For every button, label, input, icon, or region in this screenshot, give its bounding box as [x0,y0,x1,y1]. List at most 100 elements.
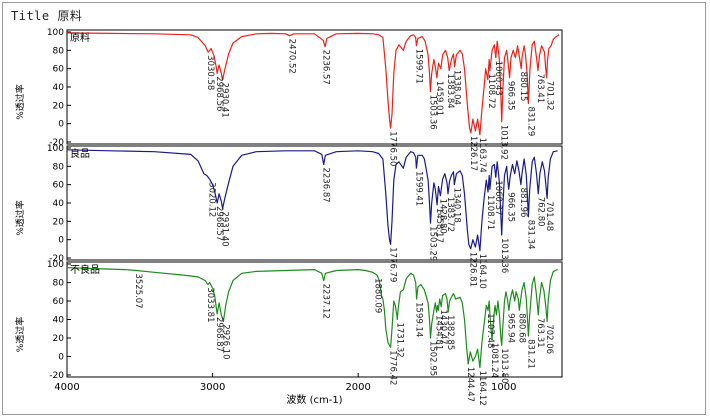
x-tick-label: 4000 [54,382,79,393]
series-layer [66,32,560,369]
y-tick-label: 80 [53,162,65,172]
spectrum-line-3 [66,267,558,369]
y-tick-label: 20 [53,101,65,111]
peak-label: 1081.24 [489,343,499,378]
y-tick-label: 0 [58,236,64,246]
y-tick-label: 80 [53,46,65,56]
peak-label: 763.31 [535,318,545,348]
peak-label: 2236.87 [321,168,331,203]
peak-label: 831.34 [525,220,535,250]
y-tick-label: 100 [47,28,64,38]
peak-label: 2968.87 [214,317,224,352]
peak-label: 1108.72 [486,74,496,109]
y-tick-label: -20 [49,138,64,148]
peak-label: 1226.17 [468,136,478,171]
peak-label: 1013.92 [499,125,509,160]
peak-label: 1776.50 [388,131,398,166]
peak-label: 701.32 [544,81,554,111]
y-tick-label: 40 [53,199,65,209]
peak-label: 966.35 [506,81,516,111]
peak-label: 1428.80 [437,199,447,234]
peak-label: 1107.48 [485,313,495,348]
series-name: 良品 [70,147,90,160]
y-tick-label: 0 [58,120,64,130]
peak-label: 831.21 [525,339,535,369]
peak-label: 3033.81 [205,287,215,322]
peak-label: 3020.12 [207,182,217,217]
series-name: 不良品 [70,263,100,276]
peak-label: 1502.95 [428,341,438,376]
peak-label: 763.41 [535,74,545,104]
peak-label: 966.35 [506,192,516,222]
x-tick-label: 2000 [345,382,370,393]
peak-label: 1503.36 [427,95,437,130]
peak-label: 1382.85 [445,315,455,350]
peak-label: 1731.32 [394,323,404,358]
peak-label: 1458.17 [434,208,444,243]
peak-label: 1244.47 [465,367,475,402]
y-tick-label: -20 [49,371,64,381]
peak-label: 1226.81 [468,252,478,287]
peak-label: 2236.57 [321,50,331,85]
peak-label: 880.68 [516,313,526,343]
series-name: 原料 [70,31,90,44]
y-tick-label: 100 [47,260,64,270]
axes-layer: -20 0 20 40 60 80 100 %透过率 -20 0 20 40 60 80 100 %透过率 -2… [14,28,563,406]
peak-label: 1776.42 [388,350,398,385]
spectrum-line-2 [66,149,558,252]
peak-label: 1108.71 [485,195,495,230]
y-tick-label: 80 [53,279,65,289]
x-tick-label: 3000 [200,382,225,393]
peak-label: 2968.57 [214,206,224,241]
peak-label: 1164.10 [477,254,487,289]
peak-label: 1338.04 [452,70,462,105]
peak-label: 2237.12 [321,284,331,319]
peak-label: 762.80 [535,197,545,227]
peak-label: 1599.41 [413,171,423,206]
peak-label: 881.96 [518,188,528,218]
y-tick-label: 60 [53,297,65,307]
peak-label: 1164.12 [477,371,487,406]
peak-label: 1599.14 [414,302,424,337]
y-axis-label: %透过率 [14,200,26,236]
peak-label: 880.15 [518,72,528,102]
y-tick-label: 0 [58,353,64,363]
peak-label: 1776.79 [388,247,398,282]
y-tick-label: 40 [53,316,65,326]
y-axis-label: %透过率 [14,317,26,353]
y-tick-label: 60 [53,65,65,75]
peak-label: 2930.41 [220,83,230,118]
peak-label: 2926.10 [220,324,230,359]
y-axis-label: %透过率 [14,84,26,120]
peak-label: 1454.81 [434,315,444,350]
y-tick-label: 20 [53,217,65,227]
peak-label: 831.29 [525,107,535,137]
peak-label: 1013.36 [499,238,509,273]
peak-label: 1060.43 [493,61,503,96]
peak-label: 702.06 [544,324,554,354]
peak-label: 965.94 [506,313,516,343]
peak-label: 2968.56 [214,76,224,111]
peak-label: 701.48 [544,201,554,231]
peak-label: 2931.40 [220,212,230,247]
y-tick-label: 20 [53,334,65,344]
y-tick-label: 60 [53,181,65,191]
peak-label: 1599.71 [413,49,423,84]
peak-label: 2470.52 [287,39,297,74]
peak-label: 1503.29 [427,226,437,261]
page-title: Title 原料 [11,9,83,23]
peak-label: 1383.84 [445,74,455,109]
chart-frame: Title 原料 [2,2,706,415]
y-tick-label: -20 [49,254,64,264]
peak-label: 1880.09 [373,278,383,313]
peak-label: 1459.01 [434,81,444,116]
x-tick-label: 1000 [491,382,516,393]
y-tick-label: 40 [53,83,65,93]
peak-label: 3525.07 [133,273,143,308]
x-axis-label: 波数 (cm-1) [286,393,342,406]
peak-label: 1163.74 [477,138,487,173]
peak-label: 1430.47 [438,310,448,345]
spectrum-line-1 [66,32,560,136]
